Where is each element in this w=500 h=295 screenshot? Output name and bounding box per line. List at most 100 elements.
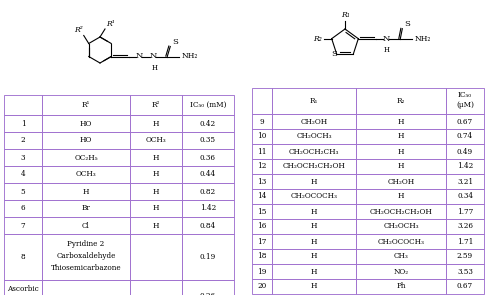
Text: 0.42: 0.42 (200, 119, 216, 127)
Text: 0.34: 0.34 (457, 193, 473, 201)
Text: 0.26: 0.26 (200, 292, 216, 295)
Text: R₂: R₂ (397, 97, 405, 105)
Text: 2: 2 (20, 137, 25, 145)
Bar (356, 264, 446, 279)
Text: 9: 9 (260, 117, 264, 125)
Bar (356, 159, 446, 174)
Bar (4, 149, 42, 166)
Bar (130, 95, 182, 115)
Text: R²: R² (152, 101, 160, 109)
Text: H: H (311, 237, 318, 245)
Bar (272, 174, 356, 189)
Bar (272, 264, 356, 279)
Text: NH₂: NH₂ (414, 35, 430, 43)
Bar (252, 264, 272, 279)
Text: H: H (398, 163, 404, 171)
Text: IC₅₀: IC₅₀ (458, 91, 472, 99)
Text: 8: 8 (20, 253, 25, 261)
Bar (182, 217, 234, 234)
Text: CH₂OH: CH₂OH (388, 178, 414, 186)
Text: CH₂OH: CH₂OH (300, 117, 328, 125)
Text: 0.74: 0.74 (457, 132, 473, 140)
Bar (130, 149, 182, 166)
Bar (182, 95, 234, 115)
Bar (446, 234, 484, 249)
Bar (446, 264, 484, 279)
Bar (4, 95, 42, 115)
Bar (182, 132, 234, 149)
Text: H: H (153, 119, 159, 127)
Bar (4, 166, 42, 183)
Text: Cl: Cl (82, 222, 90, 230)
Bar (446, 174, 484, 189)
Bar (272, 234, 356, 249)
Text: (μM): (μM) (456, 101, 474, 109)
Text: R₁: R₁ (310, 97, 318, 105)
Bar (130, 280, 182, 295)
Text: H: H (398, 117, 404, 125)
Text: H: H (311, 253, 318, 260)
Text: R¹: R¹ (82, 101, 90, 109)
Bar (42, 280, 130, 295)
Text: CH₂OCH₃: CH₂OCH₃ (296, 132, 332, 140)
Text: 0.35: 0.35 (200, 137, 216, 145)
Text: R₁: R₁ (340, 11, 349, 19)
Text: 3.21: 3.21 (457, 178, 473, 186)
Bar (252, 189, 272, 204)
Text: H: H (398, 132, 404, 140)
Bar (130, 166, 182, 183)
Bar (42, 217, 130, 234)
Bar (182, 200, 234, 217)
Bar (182, 234, 234, 280)
Bar (272, 279, 356, 294)
Bar (356, 204, 446, 219)
Text: CH₂OCH₃: CH₂OCH₃ (383, 222, 419, 230)
Bar (356, 114, 446, 129)
Bar (130, 115, 182, 132)
Text: –: – (84, 292, 88, 295)
Text: 0.49: 0.49 (457, 148, 473, 155)
Text: H: H (398, 148, 404, 155)
Bar (182, 166, 234, 183)
Text: 0.44: 0.44 (200, 171, 216, 178)
Bar (272, 88, 356, 114)
Text: 2.59: 2.59 (457, 253, 473, 260)
Text: 15: 15 (258, 207, 266, 216)
Text: H: H (311, 222, 318, 230)
Bar (130, 200, 182, 217)
Text: 3: 3 (21, 153, 25, 161)
Text: 0.67: 0.67 (457, 283, 473, 291)
Text: 0.36: 0.36 (200, 153, 216, 161)
Text: H: H (384, 46, 390, 54)
Bar (356, 88, 446, 114)
Text: 3.53: 3.53 (457, 268, 473, 276)
Text: 7: 7 (20, 222, 25, 230)
Bar (356, 234, 446, 249)
Text: 12: 12 (258, 163, 266, 171)
Bar (446, 249, 484, 264)
Text: 4: 4 (20, 171, 25, 178)
Text: H: H (153, 153, 159, 161)
Text: H: H (152, 63, 158, 71)
Text: 6: 6 (20, 204, 25, 212)
Bar (446, 114, 484, 129)
Bar (446, 204, 484, 219)
Text: CH₃: CH₃ (394, 253, 408, 260)
Bar (356, 129, 446, 144)
Text: 16: 16 (258, 222, 266, 230)
Text: H: H (311, 178, 318, 186)
Text: R₂: R₂ (313, 35, 322, 43)
Bar (272, 204, 356, 219)
Text: R²: R² (74, 27, 82, 35)
Text: H: H (311, 207, 318, 216)
Text: 0.67: 0.67 (457, 117, 473, 125)
Bar (446, 159, 484, 174)
Text: Br: Br (82, 204, 90, 212)
Text: 1: 1 (20, 119, 25, 127)
Text: 19: 19 (258, 268, 266, 276)
Text: Ascorbic: Ascorbic (7, 285, 39, 293)
Bar (272, 129, 356, 144)
Text: CH₂OCOCH₃: CH₂OCOCH₃ (378, 237, 424, 245)
Bar (182, 115, 234, 132)
Text: 1.71: 1.71 (457, 237, 473, 245)
